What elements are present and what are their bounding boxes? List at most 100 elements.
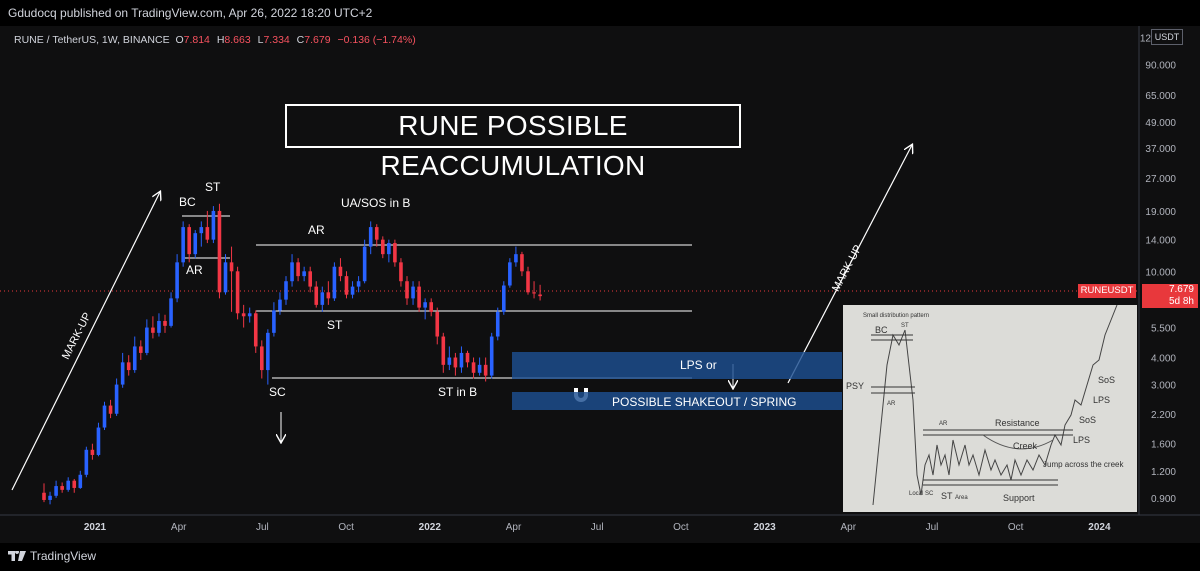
candle-body	[471, 362, 476, 373]
label-st: ST	[327, 318, 343, 332]
candle-body	[465, 352, 470, 363]
wyckoff-schematic-inset: Small distribution pattern BC ST PSY AR …	[843, 305, 1137, 512]
low-label: L	[257, 34, 264, 46]
candle-body	[84, 449, 89, 475]
candle-body	[320, 292, 325, 305]
label-st-top: ST	[205, 180, 221, 194]
markup-left-arrow	[11, 192, 160, 491]
candle-body	[102, 405, 107, 428]
candle-body	[399, 262, 403, 282]
candle-body	[278, 299, 282, 311]
candle-body	[151, 327, 155, 333]
last-price-tag: 7.679 5d 8h	[1142, 284, 1198, 308]
candle-body	[338, 266, 343, 277]
inset-label-bc: BC	[875, 325, 888, 335]
candles-group	[42, 203, 542, 505]
inset-label-sos: SoS	[1079, 415, 1097, 425]
candle-body	[229, 262, 234, 272]
inset-label-st-area: ST	[941, 491, 953, 501]
price-tick-label: 4.000	[1151, 354, 1176, 365]
tradingview-logo[interactable]: TradingView	[8, 549, 96, 563]
candle-body	[459, 352, 464, 368]
candle-body	[253, 313, 258, 347]
candle-body	[96, 427, 101, 455]
inset-label-creek: Creek	[1013, 441, 1038, 451]
candle-body	[477, 364, 482, 373]
spring-zone-label: POSSIBLE SHAKEOUT / SPRING	[612, 395, 797, 409]
candle-body	[114, 384, 119, 414]
time-axis: 2021 Apr Jul Oct 2022 Apr Jul Oct 2023 Apr Jul Oct 2…	[84, 522, 1111, 533]
candle-body	[187, 227, 191, 255]
close-label: C	[296, 34, 305, 46]
tradingview-brand: TradingView	[30, 549, 97, 563]
candle-body	[90, 449, 95, 455]
price-tick-label: 3.000	[1151, 381, 1176, 392]
candle-body	[483, 364, 488, 376]
header-bar	[0, 0, 1200, 26]
candle-body	[241, 313, 246, 317]
candle-body	[157, 320, 161, 333]
symbol-name[interactable]: RUNE / TetherUS, 1W, BINANCE	[14, 34, 170, 46]
price-tick-label: 37.000	[1145, 144, 1176, 155]
inset-label-resistance: Resistance	[995, 418, 1040, 428]
price-tick-label: 5.500	[1151, 324, 1176, 335]
time-tick-label: Oct	[1008, 522, 1024, 533]
label-ua-sos: UA/SOS in B	[341, 196, 411, 210]
symbol-legend: RUNE / TetherUS, 1W, BINANCE O7.814 H8.6…	[14, 34, 420, 46]
time-tick-label: Jul	[926, 522, 939, 533]
candle-body	[368, 227, 373, 247]
candle-body	[72, 480, 77, 488]
candle-body	[272, 310, 276, 333]
spring-zone	[512, 392, 842, 410]
change-value: −0.136 (−1.74%)	[337, 34, 416, 46]
candle-body	[284, 281, 288, 300]
candle-body	[502, 285, 506, 312]
candle-body	[489, 336, 494, 376]
candle-body	[132, 346, 137, 371]
price-tick-label: 49.000	[1145, 118, 1176, 129]
inset-label-area: Area	[955, 495, 968, 501]
candle-body	[139, 346, 143, 353]
candle-body	[314, 286, 319, 305]
label-st-in-b: ST in B	[438, 385, 478, 399]
low-value: 7.334	[263, 34, 290, 46]
label-ar: AR	[308, 223, 325, 237]
candle-body	[290, 262, 294, 282]
candle-body	[423, 302, 427, 308]
candle-body	[387, 243, 391, 255]
candle-body	[145, 327, 149, 353]
inset-label-psy: PSY	[846, 381, 865, 391]
time-tick-label: Oct	[338, 522, 354, 533]
price-tick-label: 27.000	[1145, 174, 1176, 185]
candle-body	[405, 281, 409, 299]
candle-body	[211, 210, 216, 240]
candle-body	[435, 311, 440, 337]
candle-body	[60, 486, 64, 490]
candle-body	[350, 286, 355, 295]
chart-title: RUNE POSSIBLE REACCUMULATION	[285, 104, 741, 181]
lps-zone	[512, 352, 842, 379]
price-tick-label: 1.200	[1151, 467, 1176, 478]
candle-body	[429, 302, 433, 312]
candle-body	[169, 298, 173, 326]
price-tick-label: 0.900	[1151, 494, 1176, 505]
candle-body	[441, 336, 446, 365]
time-tick-label: Jul	[591, 522, 604, 533]
candle-body	[42, 492, 46, 500]
price-tick-label: 2.200	[1151, 410, 1176, 421]
high-label: H	[216, 34, 225, 46]
candle-body	[302, 271, 306, 277]
time-tick-label: 2024	[1088, 522, 1111, 533]
candle-body	[296, 262, 300, 277]
candle-body	[332, 266, 337, 299]
open-label: O	[175, 34, 184, 46]
candle-body	[126, 362, 131, 371]
candle-body	[411, 286, 415, 299]
currency-button[interactable]: USDT	[1151, 29, 1183, 45]
inset-label-jump: Jump across the creek	[1043, 460, 1124, 469]
candle-body	[520, 254, 524, 272]
time-tick-label: Apr	[506, 522, 522, 533]
markup-right-arrow	[787, 145, 912, 384]
candle-body	[447, 357, 452, 365]
inset-label-st: ST	[901, 323, 909, 329]
